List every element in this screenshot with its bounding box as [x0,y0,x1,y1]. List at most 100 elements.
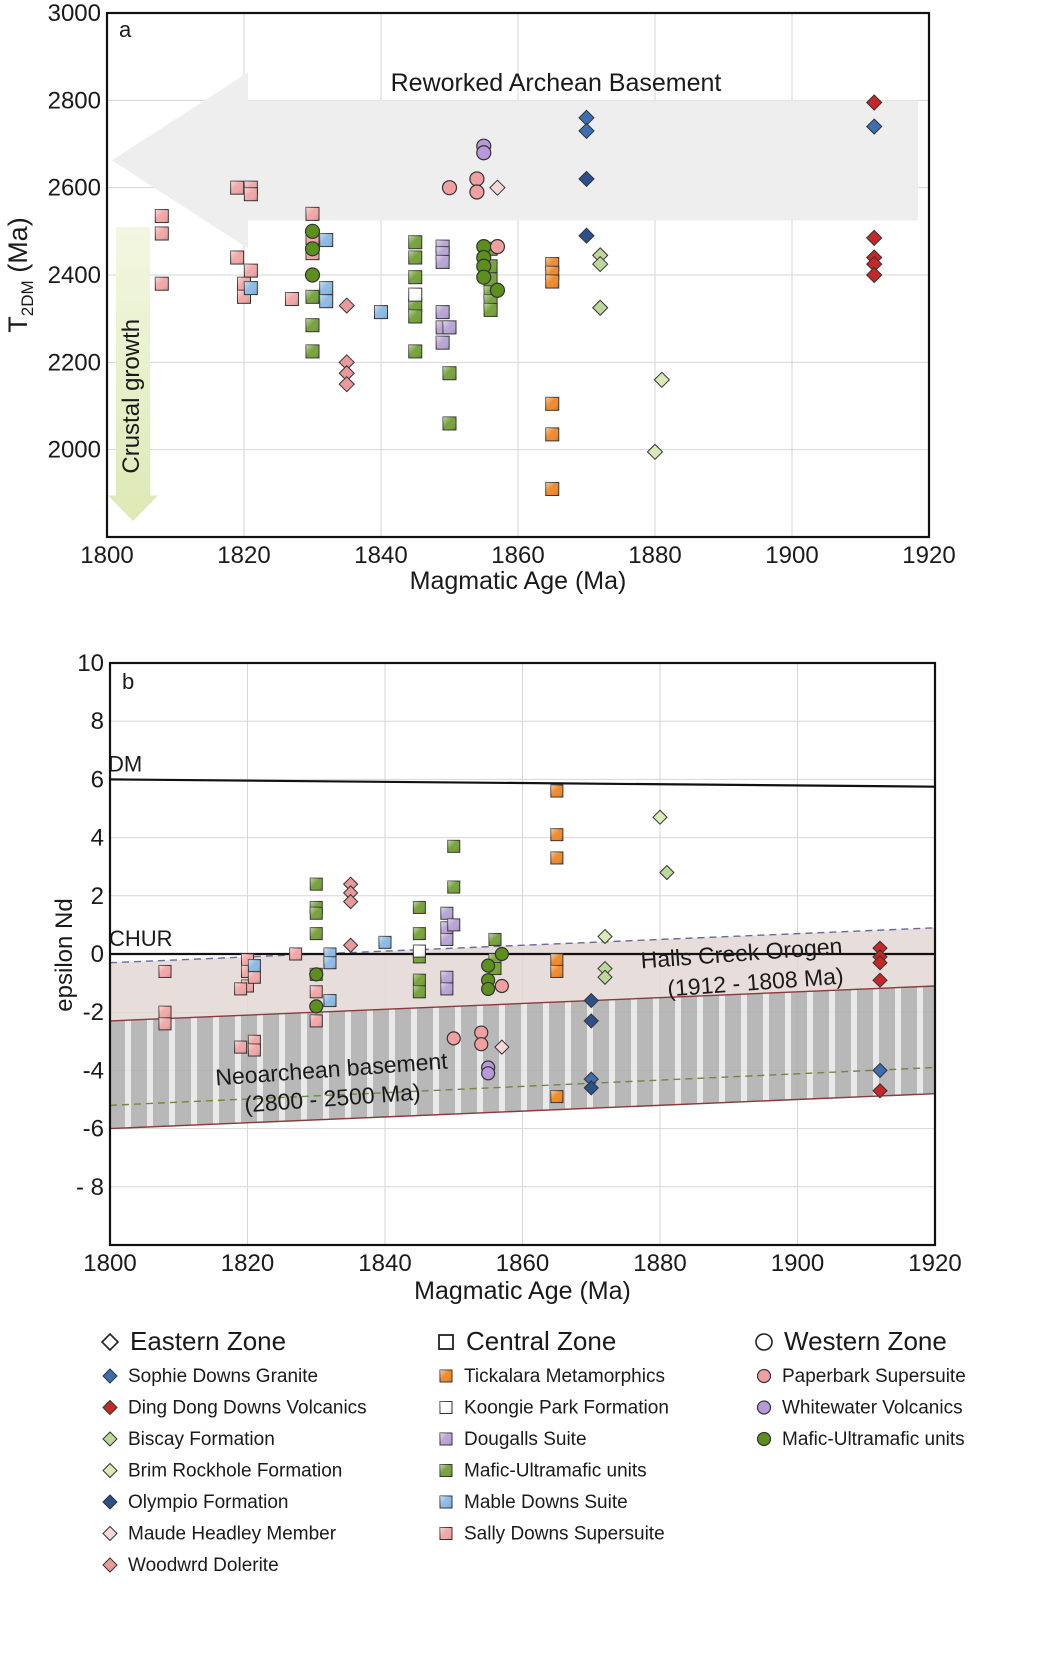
panel-b-x-ticks: 1800 1820 1840 1860 1880 1900 1920 [83,1250,961,1277]
mable-square-point [323,956,337,970]
legend-mafic_western-circle-icon [756,1431,772,1447]
olympio-diamond-point [578,227,595,244]
legend-mafic_central-square-icon [439,1464,453,1477]
legend-brim-diamond-icon [102,1462,118,1479]
paperbark-circle-point [494,978,509,994]
olympio-diamond-point [583,1013,599,1029]
legend-item-label: Tickalara Metamorphics [464,1366,665,1387]
olympio-diamond-point [578,170,595,188]
panel-b-y-axis-title: epsilon Nd [51,898,78,1011]
neoarchean-mid-dashed-line [110,1066,936,1107]
legend-paperbark-circle-icon [756,1368,772,1384]
dougalls-square-point [440,982,454,996]
panel-a-y-axis-title-main: T [3,316,33,333]
y-tick-label: 3000 [48,0,101,27]
panel-a-y-axis-title: T2DM (Ma) [3,217,37,332]
mafic_western-circle-point [304,223,321,239]
legend-item-label: Sally Downs Supersuite [464,1524,665,1545]
mafic_central-square-point [442,416,457,431]
panel-a-y-axis-title-sub: 2DM [18,280,37,316]
sally-square-point [289,947,303,961]
biscay-diamond-point [591,299,609,316]
tickalara-square-point [550,1090,564,1104]
mable-square-point [378,935,392,949]
panel-a-frame [105,11,931,539]
mafic_central-square-point [447,880,461,894]
mafic_western-circle-point [476,269,492,285]
y-tick-label: 6 [91,766,104,793]
koongie-square-point [408,287,423,302]
mafic_western-circle-point [304,241,321,257]
y-tick-label: 8 [91,708,104,735]
dougalls-square-point [435,254,450,269]
sally-square-point [234,982,248,996]
sally-square-point [230,250,245,265]
olympio-diamond-point [583,992,599,1009]
legend-whitewater-circle-icon [756,1400,772,1415]
legend-dougalls-square-icon [439,1432,453,1446]
olympio-diamond-point [583,1080,599,1096]
sally-square-point [158,1017,172,1031]
tickalara-square-point [550,784,564,798]
legend-column-2: Central Zone Tickalara Metamorphics Koongi… [438,1326,669,1545]
mafic_central-square-point [447,839,461,853]
reworked-basement-label: Reworked Archean Basement [391,69,722,97]
mafic_central-square-point [408,235,423,250]
mafic_central-square-point [309,877,323,891]
mafic_western-circle-point [494,946,509,962]
biscay-diamond-point [591,255,609,273]
sophie-diamond-point [578,122,595,140]
legend-header-label: Central Zone [466,1326,616,1356]
tickalara-square-point [545,396,560,411]
mafic_western-circle-point [304,267,321,283]
legend-mable-square-icon [439,1495,453,1509]
y-tick-label: 0 [91,941,104,968]
x-tick-label: 1820 [217,542,270,569]
legend-item-label: Biscay Formation [128,1429,275,1450]
mafic_western-circle-point [309,967,324,982]
dm-reference-line [110,778,936,788]
y-tick-label: 2 [91,883,104,910]
crustal-growth-arrow [108,226,158,521]
dougalls-square-point [435,305,450,320]
legend-item-label: Maude Headley Member [128,1524,337,1545]
reworked-basement-arrow [112,72,918,249]
mable-square-point [247,959,261,973]
x-tick-label: 1920 [908,1250,961,1277]
woodwrd-diamond-point [338,375,355,393]
x-tick-label: 1880 [633,1250,686,1277]
legend-sally-square-icon [439,1527,453,1540]
brim-diamond-point [646,443,664,461]
legend-column-1: Eastern Zone Sophie Downs Granite Ding Don… [100,1326,367,1576]
y-tick-label: -6 [83,1116,104,1143]
mafic_central-square-point [309,906,323,920]
panel-b-frame [108,661,937,1247]
legend-column-3: Western Zone Paperbark Supersuite Whitewat… [755,1326,966,1450]
legend-woodwrd-diamond-icon [102,1557,118,1573]
x-tick-label: 1820 [221,1250,274,1277]
dougalls-square-point [440,970,454,984]
legend-koongie-square-icon [439,1401,453,1414]
legend-header-circle-icon [755,1333,773,1351]
y-tick-label: -2 [83,999,104,1026]
brim-diamond-point [652,809,668,825]
woodwrd-diamond-point [342,937,359,953]
maude-diamond-point [494,1039,510,1055]
panel-a-data-points [154,94,883,496]
legend-tickalara-square-icon [439,1369,453,1383]
mafic_central-square-point [412,985,426,999]
sally-square-point [154,226,169,241]
legend-sophie-diamond-icon [102,1368,118,1384]
mafic_central-square-point [305,289,320,304]
x-tick-label: 1800 [80,542,133,569]
mafic_central-square-point [408,309,423,324]
paperbark-circle-point [489,239,506,255]
neoarchean-bottom-line [110,1092,936,1130]
sally-square-point [247,970,261,984]
legend-item-label: Mafic-Ultramafic units [464,1461,647,1482]
mable-square-point [243,281,258,296]
chur-label: CHUR [109,926,173,951]
legend-dingdong-diamond-icon [102,1399,118,1416]
legend-item-label: Whitewater Volcanics [782,1398,963,1419]
